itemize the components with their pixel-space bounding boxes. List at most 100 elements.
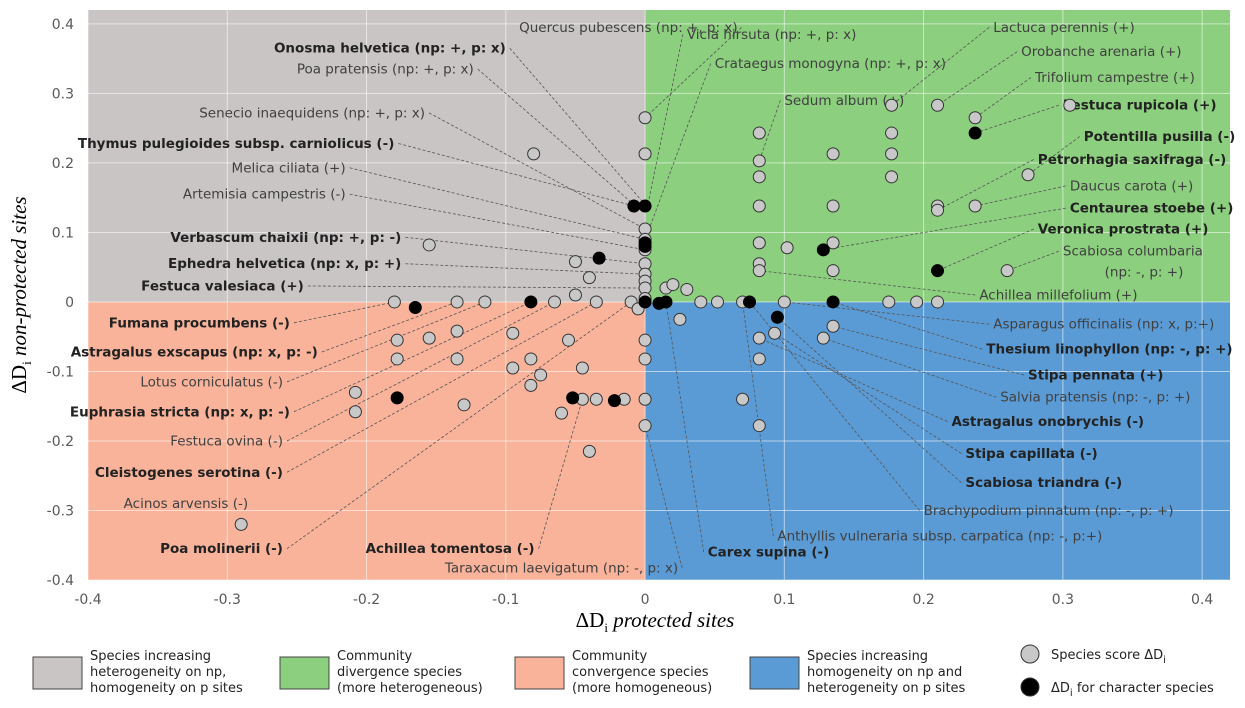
species-label: Vicia hirsuta (np: +, p: x) <box>687 27 857 43</box>
label-leader-line <box>307 285 646 289</box>
species-point <box>390 333 404 347</box>
species-point <box>752 331 766 345</box>
character-species-point <box>638 199 652 213</box>
character-species-point <box>638 239 652 253</box>
character-species-point <box>408 301 422 315</box>
x-tick-label: 0.4 <box>1191 592 1213 608</box>
species-point <box>826 147 840 161</box>
label-leader-line <box>286 301 597 473</box>
species-label: Orobanche arenaria (+) <box>1021 44 1181 60</box>
legend-label: Community <box>337 649 413 664</box>
species-point <box>1021 168 1035 182</box>
label-leader-line <box>321 301 458 353</box>
character-species-point <box>826 295 840 309</box>
label-leader-line <box>975 185 1066 207</box>
species-point <box>768 326 782 340</box>
species-label: Melica ciliata (+) <box>232 160 346 176</box>
species-point <box>710 295 724 309</box>
label-leader-line <box>784 301 990 325</box>
species-point <box>780 241 794 255</box>
species-point <box>673 312 687 326</box>
species-point <box>752 154 766 168</box>
legend-marker-label: ΔDi for character species <box>1051 681 1214 699</box>
x-tick-label: -0.1 <box>492 592 519 608</box>
legend-swatch <box>32 656 83 690</box>
y-tick-label: 0.4 <box>52 17 74 33</box>
character-species-point <box>743 295 757 309</box>
species-label: Veronica prostrata (+) <box>1038 221 1209 237</box>
species-point <box>752 199 766 213</box>
species-point <box>422 238 436 252</box>
species-point <box>752 236 766 250</box>
species-point <box>348 385 362 399</box>
species-point <box>680 282 694 296</box>
label-leader-line <box>538 399 583 549</box>
species-label: Salvia pratensis (np: -, p: +) <box>1000 390 1190 406</box>
species-point <box>561 333 575 347</box>
species-label: Centaurea stoebe (+) <box>1070 201 1234 217</box>
legend-label: Community <box>572 649 648 664</box>
species-label: Achillea tomentosa (-) <box>366 541 535 557</box>
species-label: Festuca ovina (-) <box>170 433 283 449</box>
species-label: Lotus corniculatus (-) <box>140 374 283 390</box>
species-point <box>826 264 840 278</box>
species-label: Scabiosa triandra (-) <box>965 475 1122 491</box>
species-label: Senecio inaequidens (np: +, p: x) <box>199 105 425 121</box>
species-label: Fumana procumbens (-) <box>109 315 290 331</box>
species-label: Lactuca perennis (+) <box>993 20 1135 36</box>
species-point <box>752 419 766 433</box>
species-label: Stipa capillata (-) <box>965 446 1097 462</box>
quadrant-top-right <box>645 10 1230 302</box>
character-species-point <box>638 295 652 309</box>
legend-label: heterogeneity on np, <box>90 665 226 680</box>
species-point <box>527 147 541 161</box>
x-tick-label: -0.4 <box>74 592 101 608</box>
species-point <box>450 352 464 366</box>
legend-swatch <box>749 656 800 690</box>
x-tick-label: 0.2 <box>912 592 934 608</box>
species-point <box>1000 264 1014 278</box>
x-axis-title: ΔDi protected sites <box>576 608 735 635</box>
y-tick-label: 0.1 <box>52 225 74 241</box>
species-label: Acinos arvensis (-) <box>124 496 249 512</box>
label-leader-line <box>349 193 646 251</box>
label-leader-line <box>742 301 774 537</box>
species-point <box>968 111 982 125</box>
species-label: Festuca valesiaca (+) <box>141 278 304 294</box>
species-point <box>752 352 766 366</box>
species-label: Astragalus exscapus (np: x, p: -) <box>71 345 318 361</box>
species-point <box>666 278 680 292</box>
legend-label: divergence species <box>337 665 462 680</box>
character-species-point <box>652 296 666 310</box>
species-label: Cleistogenes serotina (-) <box>95 465 283 481</box>
y-tick-label: -0.4 <box>47 573 74 589</box>
species-point <box>882 295 896 309</box>
species-point <box>885 147 899 161</box>
species-point <box>422 331 436 345</box>
legend-swatch <box>514 656 565 690</box>
x-tick-label: -0.3 <box>214 592 241 608</box>
species-label: Brachypodium pinnatum (np: -, p: +) <box>924 503 1174 519</box>
species-point <box>575 361 589 375</box>
species-label: Asparagus officinalis (np: x, p:+) <box>993 317 1214 333</box>
legend-character-marker <box>1020 677 1040 697</box>
species-point <box>348 405 362 419</box>
species-point <box>885 126 899 140</box>
label-leader-line <box>832 325 1025 376</box>
species-point <box>885 170 899 184</box>
species-point <box>387 295 401 309</box>
label-leader-line <box>428 112 646 230</box>
y-axis-title: ΔDi non-protected sites <box>7 196 34 393</box>
species-label: Crataegus monogyna (np: +, p: x) <box>715 56 946 72</box>
label-leader-line <box>293 301 532 413</box>
character-species-point <box>931 264 945 278</box>
species-label: Achillea millefolium (+) <box>979 288 1137 304</box>
species-label: Daucus carota (+) <box>1070 178 1193 194</box>
species-point <box>524 378 538 392</box>
x-tick-label: 0.1 <box>773 592 795 608</box>
label-leader-line <box>937 228 1034 272</box>
character-species-point <box>627 199 641 213</box>
label-leader-line <box>1007 250 1060 272</box>
species-label: Thesium linophyllon (np: -, p: +) <box>986 342 1232 358</box>
